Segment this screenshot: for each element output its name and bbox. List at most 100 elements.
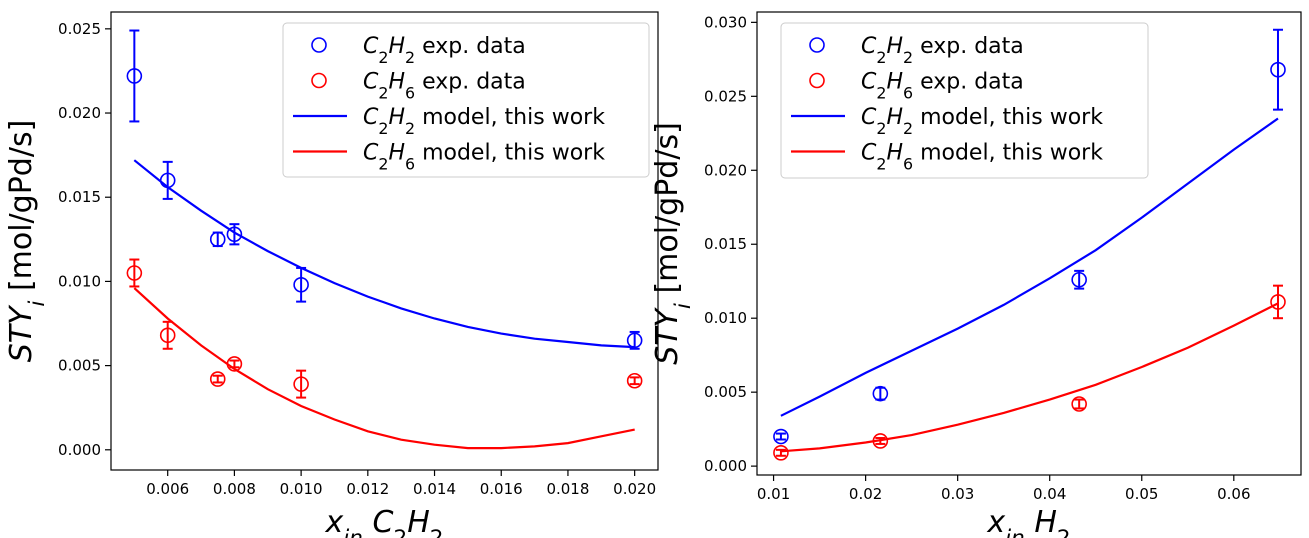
label-part: C xyxy=(861,70,877,95)
data-point xyxy=(226,226,243,243)
y-tick-label: 0.010 xyxy=(58,272,101,290)
data-point xyxy=(126,265,143,281)
label-part: H xyxy=(388,70,405,95)
data-point xyxy=(1071,271,1087,288)
label-part: in xyxy=(1005,526,1025,538)
label-part: 2 xyxy=(903,119,913,138)
y-tick-label: 0.015 xyxy=(704,235,747,253)
label-part: in xyxy=(343,526,363,538)
label-part: 2 xyxy=(378,48,388,67)
model-line xyxy=(133,159,635,349)
data-point xyxy=(773,428,789,445)
y-tick-label: 0.000 xyxy=(58,441,101,459)
label-part: model, this work xyxy=(415,105,605,130)
label-part: C xyxy=(363,70,379,95)
x-tick-label: 0.020 xyxy=(613,480,656,498)
x-tick-label: 0.01 xyxy=(757,485,790,503)
data-point xyxy=(293,276,309,293)
x-tick-label: 0.02 xyxy=(849,485,882,503)
label-part: 2 xyxy=(378,119,388,138)
x-tick-label: 0.03 xyxy=(941,485,974,503)
y-tick-label: 0.030 xyxy=(704,13,747,31)
x-tick-label: 0.016 xyxy=(480,480,523,498)
y-tick-label: 0.000 xyxy=(704,457,747,475)
label-part: 2 xyxy=(1057,526,1071,538)
x-axis-label: xin C2H2 xyxy=(324,505,443,538)
label-part xyxy=(363,505,373,538)
legend-label: C2H2 model, this work xyxy=(861,105,1103,138)
y-axis-label: STYi [mol/gPd/s] xyxy=(4,120,50,363)
label-part: 2 xyxy=(378,154,388,173)
y-tick-label: 0.025 xyxy=(704,87,747,105)
label-part: 6 xyxy=(903,83,913,102)
label-part: exp. data xyxy=(913,70,1024,95)
x-tick-label: 0.006 xyxy=(146,480,189,498)
y-tick-label: 0.010 xyxy=(704,309,747,327)
x-axis-label: xin H2 xyxy=(986,505,1070,538)
x-tick-label: 0.010 xyxy=(280,480,323,498)
legend-marker xyxy=(311,37,327,53)
data-point xyxy=(1270,61,1286,78)
label-part: 2 xyxy=(876,83,886,102)
label-part: i xyxy=(671,303,696,309)
legend-frame xyxy=(780,22,1149,179)
data-point xyxy=(626,372,643,389)
data-point xyxy=(872,385,889,402)
label-part: H xyxy=(388,141,405,166)
data-point xyxy=(773,445,789,461)
label-part: exp. data xyxy=(415,70,526,95)
legend-frame xyxy=(282,22,650,178)
model-line xyxy=(133,287,635,450)
label-part: exp. data xyxy=(913,34,1024,59)
label-part xyxy=(1025,505,1035,538)
label-part: 6 xyxy=(405,154,415,173)
label-part: 2 xyxy=(405,48,415,67)
data-point xyxy=(1071,396,1087,412)
label-part: C xyxy=(363,34,379,59)
label-part: C xyxy=(861,34,877,59)
legend-label: C2H6 exp. data xyxy=(363,70,526,103)
x-tick-label: 0.05 xyxy=(1125,485,1158,503)
label-part: C xyxy=(861,105,877,130)
label-part: STY xyxy=(650,306,685,364)
plot-frame xyxy=(110,11,659,471)
data-point xyxy=(1270,294,1286,310)
x-tick-label: 0.008 xyxy=(213,480,256,498)
y-tick-label: 0.025 xyxy=(58,20,101,38)
label-part: 2 xyxy=(876,48,886,67)
label-part: model, this work xyxy=(913,105,1103,130)
x-tick-label: 0.018 xyxy=(546,480,589,498)
label-part: 6 xyxy=(405,83,415,102)
model-line xyxy=(780,117,1279,417)
model-line xyxy=(780,302,1279,453)
label-part: 2 xyxy=(405,119,415,138)
data-point xyxy=(209,371,226,387)
y-tick-label: 0.015 xyxy=(58,188,101,206)
x-tick-label: 0.012 xyxy=(346,480,389,498)
label-part: C xyxy=(363,105,379,130)
label-part: H xyxy=(886,70,903,95)
legend-label: C2H2 model, this work xyxy=(363,105,605,138)
label-part: exp. data xyxy=(415,34,526,59)
legend-marker xyxy=(311,72,327,89)
data-point xyxy=(293,376,309,392)
x-tick-label: 0.04 xyxy=(1033,485,1066,503)
label-part: 2 xyxy=(903,48,913,67)
label-part: H xyxy=(388,34,405,59)
label-part: 6 xyxy=(903,154,913,173)
plot-frame xyxy=(756,11,1302,476)
data-point xyxy=(209,231,226,248)
label-part: 2 xyxy=(430,526,444,538)
label-part: C xyxy=(372,505,393,538)
y-tick-label: 0.020 xyxy=(704,161,747,179)
label-part: H xyxy=(1034,505,1057,538)
label-part: 2 xyxy=(378,83,388,102)
legend-label: C2H6 model, this work xyxy=(861,141,1103,174)
label-part: 2 xyxy=(393,526,407,538)
legend-label: C2H2 exp. data xyxy=(861,34,1024,67)
label-part: H xyxy=(886,34,903,59)
y-tick-label: 0.005 xyxy=(58,357,101,375)
